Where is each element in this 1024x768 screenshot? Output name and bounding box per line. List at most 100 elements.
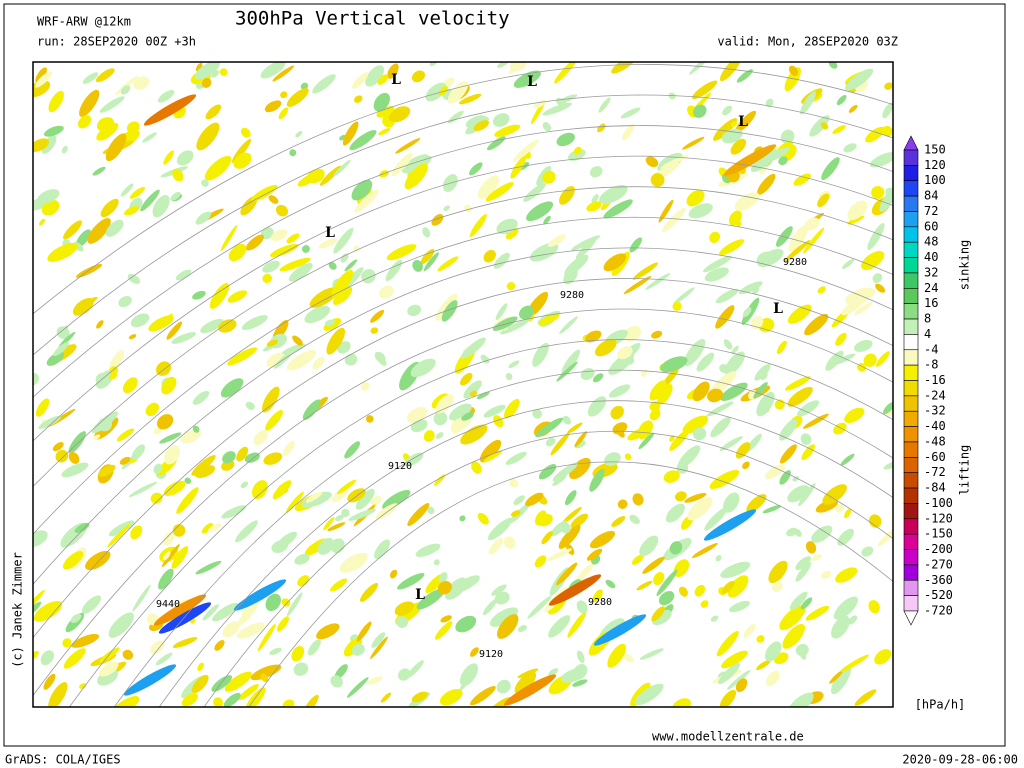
field-blob <box>487 517 513 541</box>
field-blob <box>710 615 719 622</box>
field-blob <box>497 62 511 68</box>
field-blob <box>660 154 689 169</box>
colorbar-label: 48 <box>924 235 938 249</box>
field-blob <box>233 152 252 169</box>
field-blob <box>622 123 635 141</box>
field-blob <box>460 337 486 359</box>
field-blob <box>222 451 236 464</box>
field-blob <box>718 662 741 685</box>
colorbar-box <box>903 549 919 566</box>
contour-label: 9120 <box>388 461 412 472</box>
field-blob <box>693 104 707 118</box>
software: GrADS: COLA/IGES <box>5 753 121 767</box>
field-blob <box>794 528 802 537</box>
field-blob <box>483 249 496 263</box>
field-blob <box>228 243 247 262</box>
field-blob <box>344 259 358 272</box>
field-blob <box>434 621 453 640</box>
field-blob <box>220 225 238 252</box>
field-blob <box>875 283 886 293</box>
field-blob <box>688 203 713 219</box>
field-blob <box>651 330 663 339</box>
field-blob <box>882 125 893 137</box>
field-blob <box>802 413 829 429</box>
field-blob <box>735 678 748 693</box>
field-blob <box>286 233 300 244</box>
field-blob <box>150 492 163 504</box>
field-blob <box>649 380 667 401</box>
field-blob <box>344 441 361 459</box>
field-blob <box>491 584 507 596</box>
field-blob <box>332 286 353 305</box>
field-blob <box>295 131 303 138</box>
field-blob <box>355 488 375 510</box>
field-blob <box>822 484 847 505</box>
colorbar-box <box>903 364 919 381</box>
field-blob <box>589 468 605 492</box>
field-blob <box>270 244 299 258</box>
field-blob <box>155 652 173 666</box>
field-blob <box>212 602 239 622</box>
field-blob <box>559 186 575 205</box>
field-blob <box>427 506 435 515</box>
contour-line <box>158 400 893 707</box>
field-blob <box>800 91 817 115</box>
field-blob <box>280 91 288 99</box>
field-blob <box>723 339 733 350</box>
field-blob <box>652 609 672 626</box>
field-blob <box>407 503 430 527</box>
field-blob <box>265 593 281 612</box>
field-blob <box>875 351 890 367</box>
field-blob <box>122 649 134 660</box>
field-blob <box>224 671 252 692</box>
field-blob <box>391 152 413 177</box>
field-blob <box>460 424 488 445</box>
field-blob <box>787 304 812 324</box>
field-blob <box>820 122 829 130</box>
field-blob <box>99 647 120 663</box>
field-blob <box>370 495 382 506</box>
colorbar-label: -270 <box>924 557 953 571</box>
low-marker: L <box>773 301 783 317</box>
field-blob <box>122 377 138 394</box>
field-blob <box>441 300 458 322</box>
contour-line <box>33 308 893 697</box>
field-blob <box>48 90 64 113</box>
colorbar-box <box>903 518 919 535</box>
field-blob <box>642 556 665 574</box>
field-blob <box>201 522 213 534</box>
field-blob <box>460 372 473 386</box>
field-blob <box>172 637 198 648</box>
field-blob <box>778 156 788 166</box>
field-blob <box>386 244 417 261</box>
colorbar-label: 120 <box>924 158 946 172</box>
field-blob <box>669 435 675 442</box>
field-blob <box>742 307 752 317</box>
field-blob <box>488 538 504 555</box>
field-blob <box>492 113 510 127</box>
contour-line <box>33 217 893 535</box>
field-blob <box>367 676 383 685</box>
field-blob <box>397 668 411 681</box>
colorbar-box <box>903 241 919 258</box>
field-blob <box>832 125 846 134</box>
field-blob <box>433 559 440 566</box>
field-blob <box>375 503 398 520</box>
colorbar-box <box>903 579 919 596</box>
contour-line <box>248 461 893 707</box>
field-blob <box>153 463 163 474</box>
field-blob <box>645 156 659 168</box>
field-blob <box>800 433 812 445</box>
field-blob <box>108 612 134 638</box>
field-blob <box>841 296 867 316</box>
field-blob <box>294 553 310 565</box>
field-blob <box>561 349 581 375</box>
field-blob <box>98 661 119 677</box>
field-blob <box>854 302 873 315</box>
field-blob <box>152 195 170 218</box>
field-blob <box>105 219 124 237</box>
field-blob <box>73 296 98 312</box>
field-blob <box>201 179 209 187</box>
field-blob <box>291 646 305 662</box>
field-blob <box>762 505 782 514</box>
